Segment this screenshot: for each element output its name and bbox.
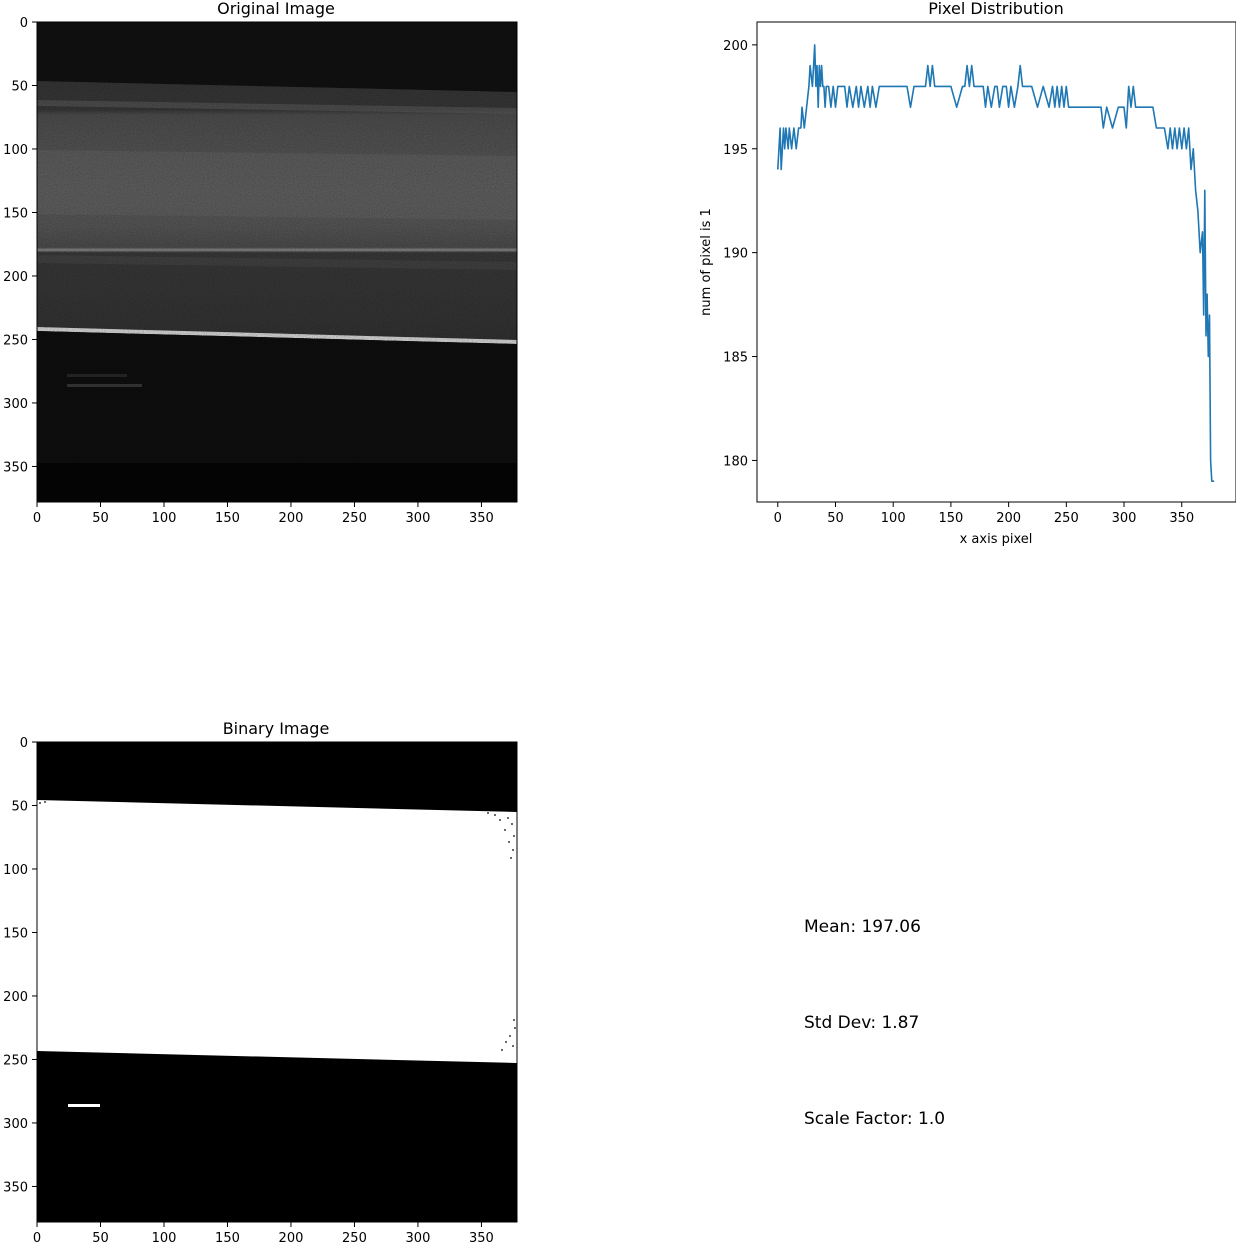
original-image-xtick-label: 50 [92,511,109,526]
scale-factor-stat: Scale Factor: 1.0 [804,1109,946,1129]
original-image-ytick-label: 150 [3,206,28,221]
original-image-xtick-label: 350 [469,511,494,526]
pixel-distribution-ylabel: num of pixel is 1 [699,208,714,316]
pixel-distribution-xtick-label: 250 [1054,511,1079,526]
pixel-distribution-title: Pixel Distribution [928,0,1063,18]
binary-image-raster [36,741,518,1223]
binary-image-panel: Binary Image 0 50 100 150 200 250 300 350 0 50 100… [3,719,518,1246]
pixel-distribution-xtick-label: 50 [827,511,844,526]
original-image-xtick-label: 100 [152,511,177,526]
binary-image-xtick-label: 0 [33,1231,41,1246]
pixel-distribution-panel: Pixel Distribution 0 50 100 150 200 250 300 350… [699,0,1236,547]
pixel-distribution-xtick-label: 0 [774,511,782,526]
pixel-distribution-series-line [777,44,1215,483]
original-image-ytick-label: 350 [3,460,28,475]
pixel-distribution-ytick-label: 195 [723,143,748,158]
pixel-distribution-axes: 0 50 100 150 200 250 300 350 180 185 190 195 200 [723,39,1194,526]
original-image-xtick-label: 0 [33,511,41,526]
binary-image-ytick-label: 0 [20,736,28,751]
original-image-xtick-label: 150 [215,511,240,526]
original-image-ytick-label: 200 [3,270,28,285]
original-image-raster [36,21,518,503]
binary-image-ytick-label: 50 [11,799,28,814]
original-image-ytick-label: 250 [3,333,28,348]
binary-image-ytick-label: 200 [3,990,28,1005]
original-image-xtick-label: 250 [342,511,367,526]
binary-image-ytick-label: 250 [3,1053,28,1068]
original-image-title: Original Image [217,0,335,18]
binary-image-xtick-label: 150 [215,1231,240,1246]
binary-image-ytick-label: 300 [3,1117,28,1132]
original-image-ytick-label: 300 [3,397,28,412]
original-image-ytick-label: 100 [3,143,28,158]
pixel-distribution-ytick-label: 200 [723,39,748,54]
binary-image-xtick-label: 100 [152,1231,177,1246]
pixel-distribution-plot-area [756,21,1236,503]
binary-image-xtick-label: 350 [469,1231,494,1246]
binary-image-xtick-label: 200 [279,1231,304,1246]
pixel-distribution-ytick-label: 180 [723,454,748,469]
pixel-distribution-xtick-label: 300 [1112,511,1137,526]
original-image-xtick-label: 200 [279,511,304,526]
binary-image-xtick-label: 50 [92,1231,109,1246]
pixel-distribution-ytick-label: 185 [723,351,748,366]
binary-image-ytick-label: 150 [3,926,28,941]
binary-image-title: Binary Image [223,719,330,738]
std-dev-stat: Std Dev: 1.87 [804,1013,920,1033]
binary-image-axes: 0 50 100 150 200 250 300 350 0 50 100 150 200 250 300 3… [3,736,494,1246]
binary-image-xtick-label: 250 [342,1231,367,1246]
original-image-ytick-label: 0 [20,16,28,31]
binary-image-xtick-label: 300 [406,1231,431,1246]
original-image-panel: Original Image 0 50 100 150 200 250 300 350 0 50 1… [3,0,518,526]
pixel-distribution-xtick-label: 150 [938,511,963,526]
pixel-distribution-xlabel: x axis pixel [960,532,1033,547]
pixel-distribution-xtick-label: 200 [996,511,1021,526]
binary-image-ytick-label: 100 [3,863,28,878]
pixel-distribution-xtick-label: 350 [1169,511,1194,526]
original-image-xtick-label: 300 [406,511,431,526]
original-image-axes: 0 50 100 150 200 250 300 350 0 50 100 150 200 250 300 3… [3,16,494,526]
original-image-ytick-label: 50 [11,79,28,94]
binary-image-ytick-label: 350 [3,1180,28,1195]
mean-stat: Mean: 197.06 [804,917,921,937]
pixel-distribution-ytick-label: 190 [723,247,748,262]
pixel-distribution-xtick-label: 100 [881,511,906,526]
